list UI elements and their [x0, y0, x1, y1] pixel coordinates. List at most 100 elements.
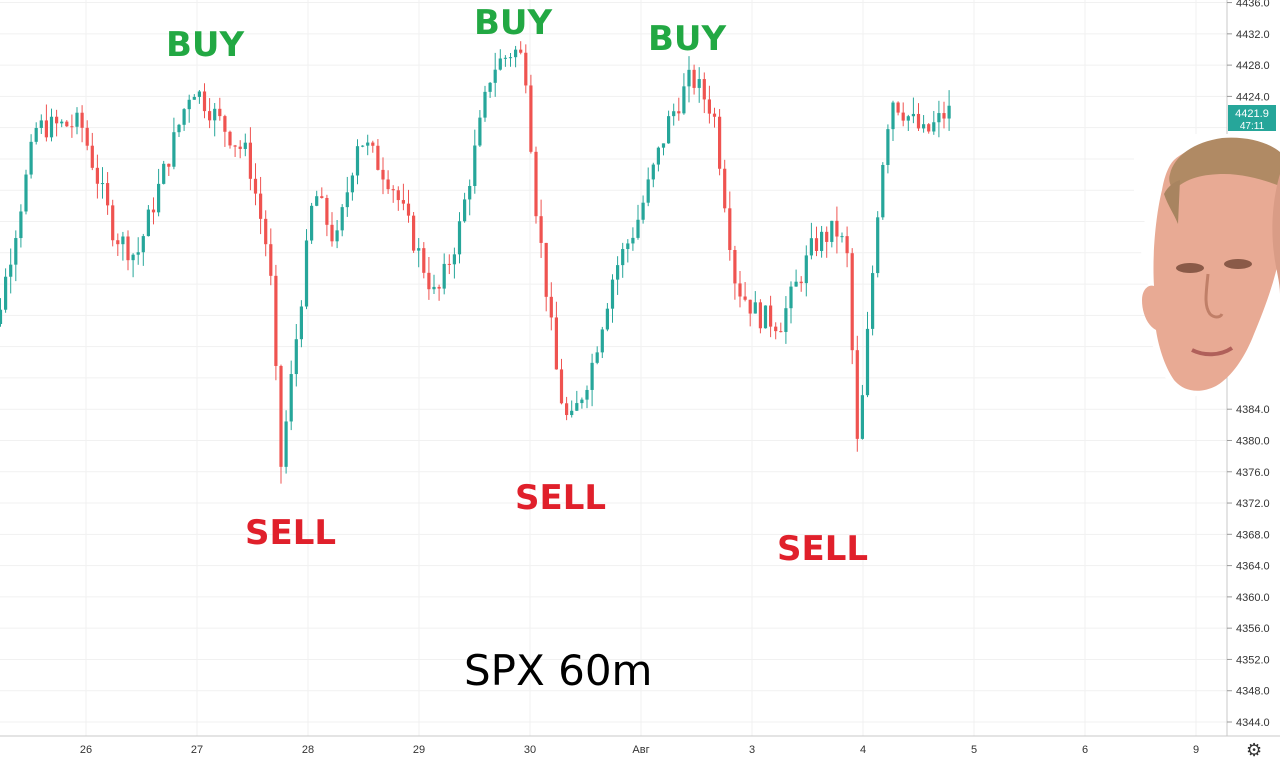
candle-body	[75, 112, 79, 127]
candle-body	[758, 302, 762, 329]
sell-label-2: SELL	[515, 478, 607, 518]
y-tick-label: 4428.0	[1236, 60, 1270, 72]
x-tick-label: 27	[191, 744, 203, 756]
candle-body	[769, 305, 773, 327]
candle-body	[809, 238, 813, 256]
candle-body	[937, 113, 941, 123]
gear-icon[interactable]: ⚙	[1246, 740, 1263, 760]
candle-body	[855, 350, 859, 439]
candle-body	[172, 132, 176, 167]
candle-body	[891, 102, 895, 130]
candle-body	[355, 146, 360, 176]
candle-body	[916, 113, 921, 129]
candle-body	[44, 120, 48, 138]
y-tick-label: 4384.0	[1236, 404, 1270, 416]
candle-body	[422, 248, 426, 273]
candle-body	[473, 145, 477, 187]
candle-body	[911, 113, 915, 117]
last-price-value: 4421.9	[1235, 108, 1269, 120]
candle-body	[575, 403, 579, 411]
x-tick-label: 6	[1082, 744, 1088, 756]
candle-body	[0, 309, 3, 325]
candle-body	[697, 79, 701, 88]
candle-body	[621, 249, 625, 266]
candle-body	[947, 105, 951, 119]
y-tick-label: 4352.0	[1236, 654, 1270, 666]
candle-body	[539, 216, 543, 243]
candle-body	[345, 192, 349, 208]
candle-body	[794, 281, 798, 287]
candle-body	[580, 399, 584, 404]
sell-label-1: SELL	[245, 513, 337, 553]
candle-body	[162, 163, 166, 184]
sell-label-3: SELL	[777, 529, 869, 569]
candle-body	[131, 254, 135, 261]
candle-body	[90, 145, 94, 168]
candle-body	[672, 111, 676, 117]
candle-body	[774, 326, 778, 332]
candle-body	[49, 116, 54, 138]
y-tick-label: 4348.0	[1236, 686, 1270, 698]
candle-body	[830, 220, 834, 242]
candle-body	[483, 91, 487, 118]
candle-body	[723, 168, 727, 209]
candle-body	[763, 305, 768, 329]
candle-body	[876, 217, 880, 274]
candle-body	[141, 236, 145, 253]
candle-body	[325, 197, 329, 225]
candle-body	[197, 91, 201, 97]
candle-body	[478, 117, 482, 146]
candle-body	[600, 329, 604, 353]
candle-body	[559, 369, 564, 404]
candle-body	[294, 339, 298, 375]
candle-body	[350, 175, 354, 193]
x-tick-label: 28	[302, 744, 314, 756]
candle-body	[238, 146, 242, 149]
candle-body	[202, 91, 207, 112]
candle-body	[748, 299, 752, 314]
candle-body	[376, 145, 380, 170]
candle-body	[24, 174, 28, 212]
bar-countdown: 47:11	[1240, 121, 1265, 132]
candle-body	[116, 240, 120, 245]
candle-body	[835, 220, 839, 237]
candle-body	[585, 389, 589, 400]
candle-body	[896, 102, 900, 113]
candle-body	[779, 331, 783, 333]
candle-body	[55, 116, 59, 124]
candle-body	[29, 141, 33, 175]
candle-body	[687, 69, 691, 87]
candle-body	[595, 352, 599, 363]
candle-body	[463, 199, 467, 222]
candle-body	[432, 286, 436, 290]
candle-body	[514, 49, 518, 58]
x-tick-label: Авг	[632, 744, 649, 756]
candle-body	[498, 58, 502, 70]
candle-body	[529, 85, 533, 152]
candle-body	[381, 169, 385, 180]
candle-body	[544, 242, 548, 297]
candle-body	[799, 281, 803, 284]
candle-body	[396, 190, 400, 201]
candle-body	[259, 193, 263, 219]
candle-body	[192, 96, 196, 100]
candle-body	[121, 236, 125, 245]
candle-body	[208, 111, 212, 121]
candle-body	[106, 183, 110, 206]
candle-body	[95, 167, 99, 184]
candle-body	[840, 236, 844, 238]
x-tick-label: 4	[860, 744, 866, 756]
candle-body	[677, 111, 681, 114]
candle-body	[330, 224, 334, 242]
candle-body	[412, 215, 416, 251]
y-tick-label: 4376.0	[1236, 467, 1270, 479]
candle-body	[371, 142, 375, 146]
candle-body	[146, 209, 150, 237]
candle-body	[182, 109, 186, 125]
candle-body	[942, 113, 946, 119]
candle-body	[922, 124, 926, 129]
candle-body	[70, 126, 74, 128]
candle-body	[626, 243, 630, 250]
candle-body	[447, 263, 451, 265]
